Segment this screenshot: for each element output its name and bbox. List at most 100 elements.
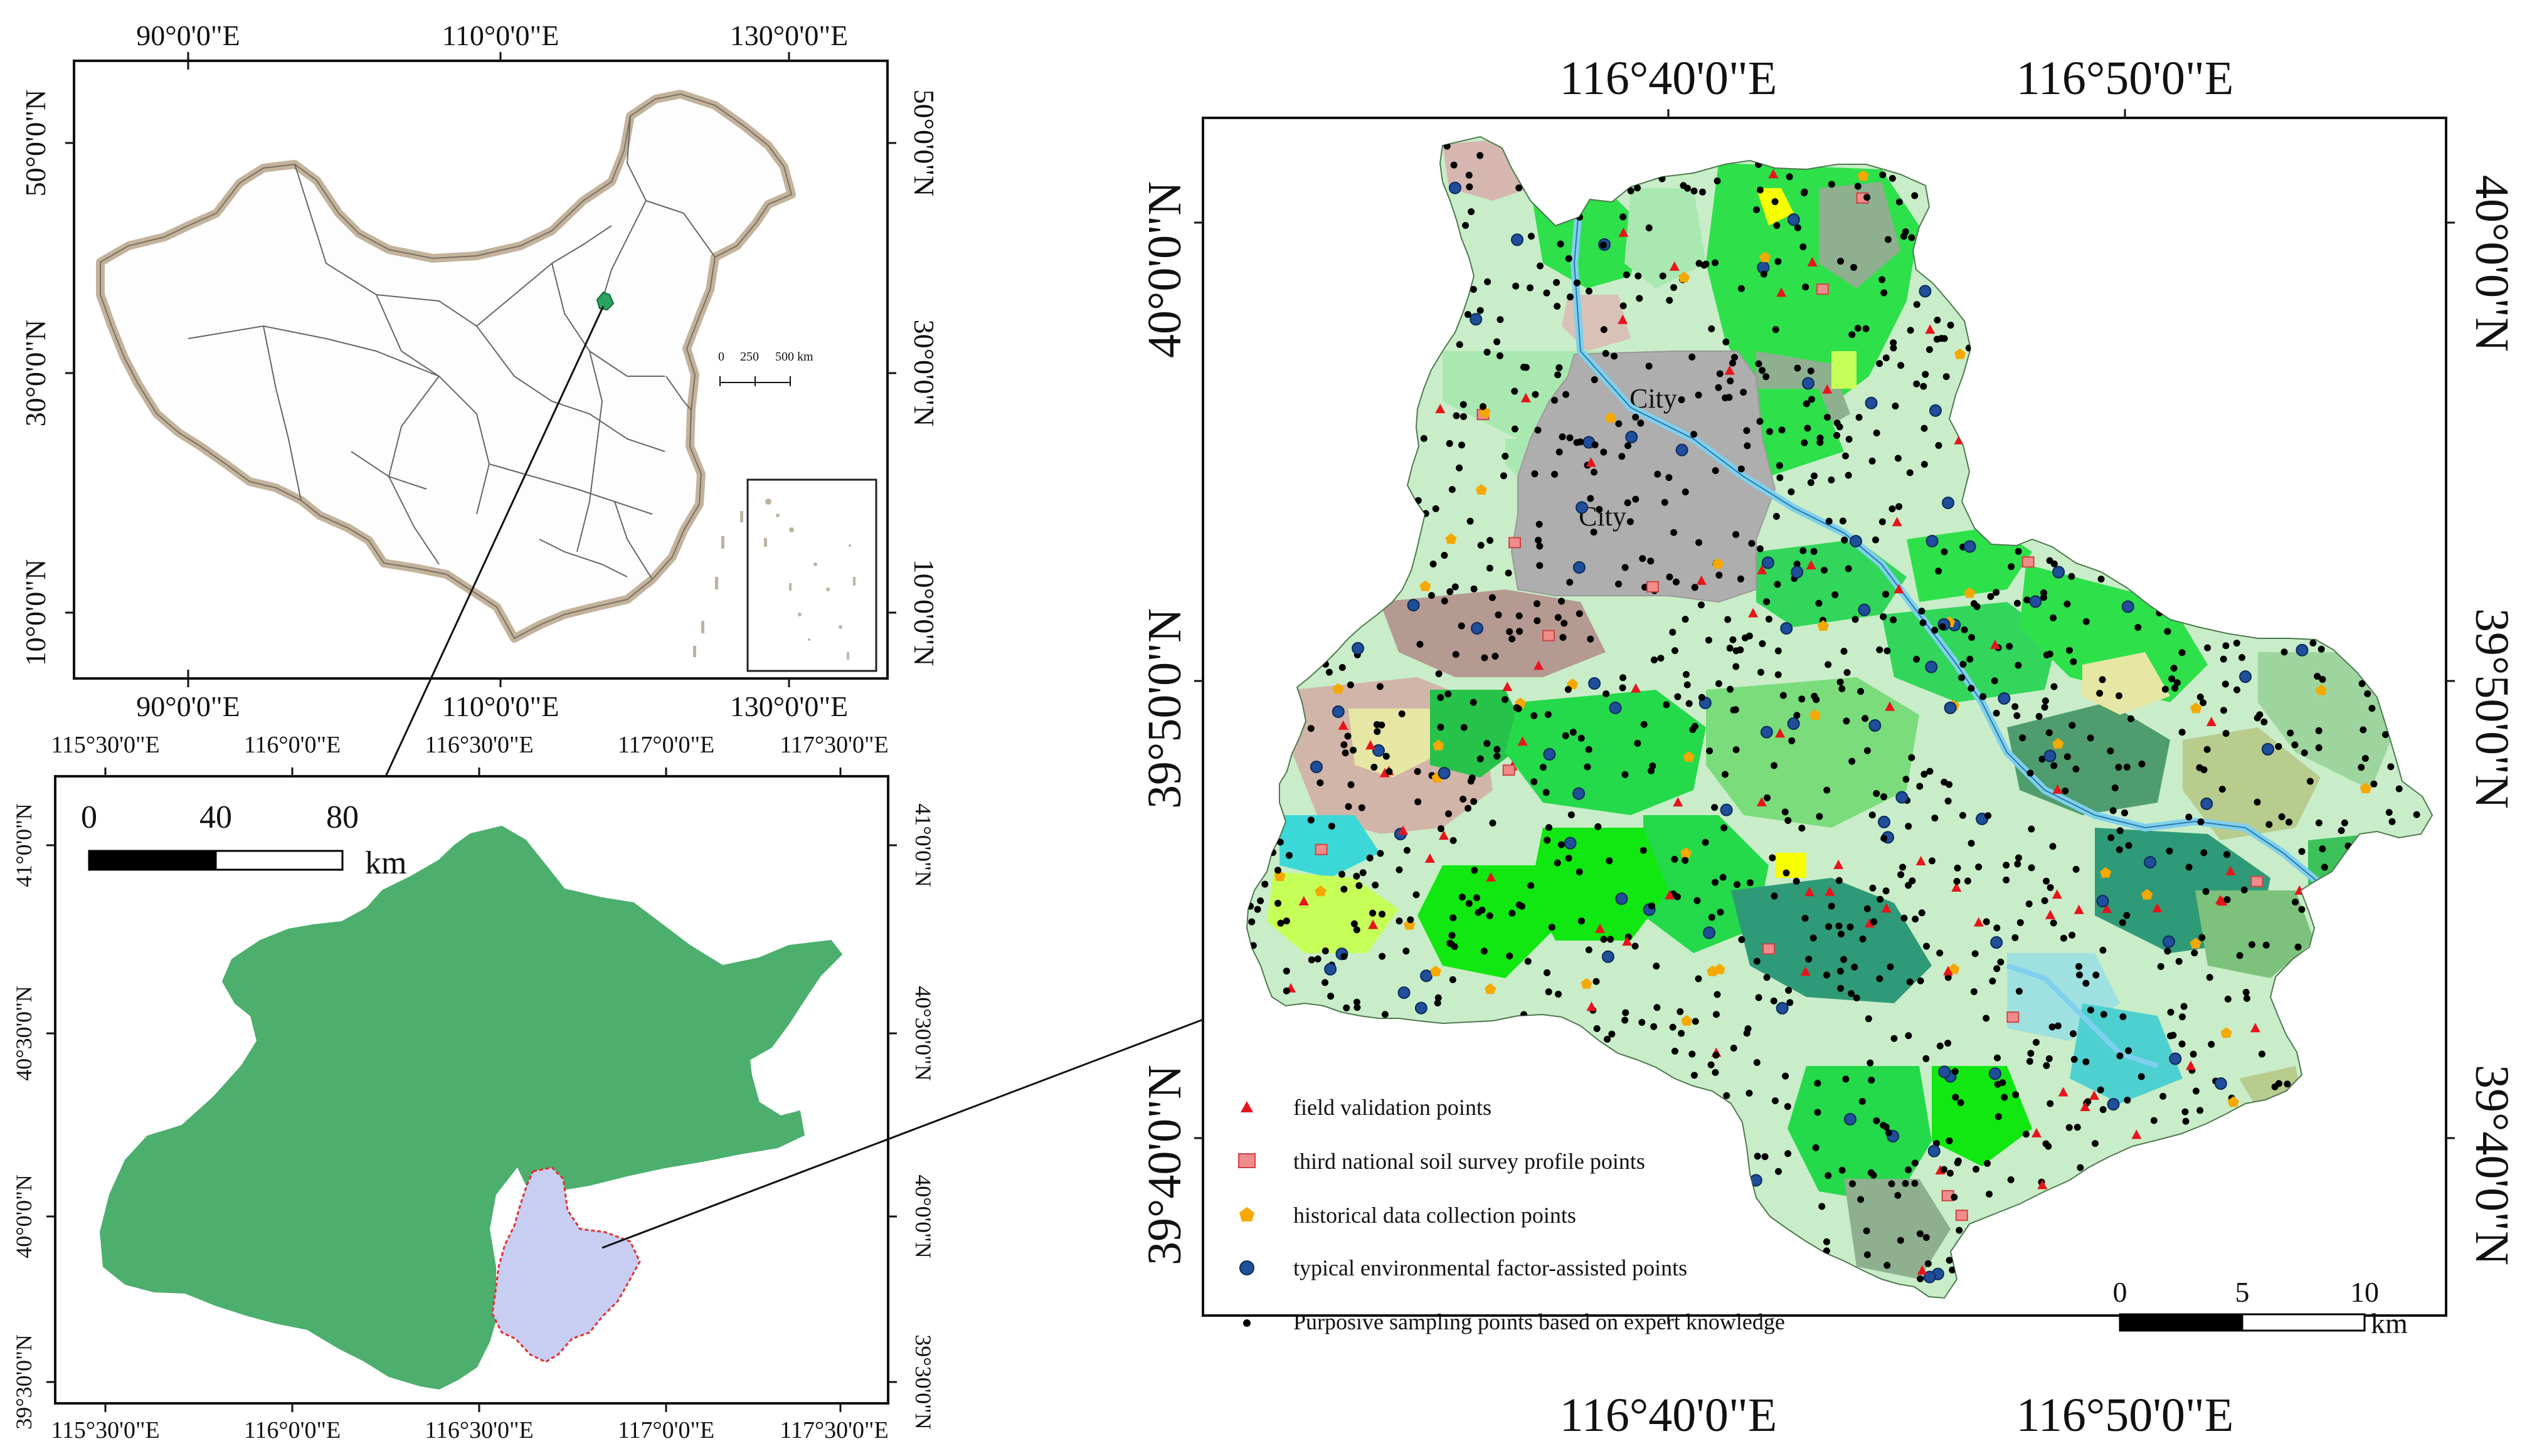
field-validation-point bbox=[2089, 1090, 2099, 1100]
purposive-sampling-point bbox=[1593, 1025, 1601, 1032]
bj-left-lat-40: 40°0'0"N bbox=[11, 1174, 36, 1258]
purposive-sampling-point bbox=[1895, 503, 1903, 510]
historical-data-point bbox=[1678, 272, 1690, 283]
purposive-sampling-point bbox=[1682, 616, 1689, 623]
purposive-sampling-point bbox=[1484, 278, 1491, 285]
purposive-sampling-point bbox=[1536, 542, 1544, 550]
purposive-sampling-point bbox=[2169, 1031, 2177, 1039]
purposive-sampling-point bbox=[1771, 1097, 1779, 1104]
purposive-sampling-point bbox=[1740, 388, 1747, 396]
purposive-sampling-point bbox=[1274, 867, 1281, 874]
environmental-factor-point bbox=[1332, 705, 1345, 719]
purposive-sampling-point bbox=[1833, 431, 1841, 439]
field-validation-point bbox=[2225, 865, 2236, 875]
field-validation-point bbox=[1338, 720, 1348, 730]
bj-left-lat-39-30: 39°30'0"N bbox=[11, 1334, 36, 1430]
purposive-sampling-point bbox=[1964, 877, 1971, 885]
field-validation-point bbox=[1502, 682, 1513, 692]
historical-data-point bbox=[1430, 965, 1442, 976]
purposive-sampling-point bbox=[1328, 822, 1335, 830]
purposive-sampling-point bbox=[1308, 956, 1315, 964]
field-validation-point bbox=[1915, 856, 1926, 866]
purposive-sampling-point bbox=[2087, 734, 2094, 742]
connector-beijing-study bbox=[601, 1018, 1204, 1249]
purposive-sampling-point bbox=[2012, 1091, 2020, 1099]
purposive-sampling-point bbox=[1922, 1233, 1930, 1241]
purposive-sampling-point bbox=[2065, 1124, 2073, 1131]
purposive-sampling-point bbox=[1527, 882, 1535, 889]
purposive-sampling-point bbox=[2069, 1030, 2077, 1038]
purposive-sampling-point bbox=[1994, 1113, 2002, 1121]
purposive-sampling-point bbox=[1483, 349, 1491, 356]
purposive-sampling-point bbox=[1350, 920, 1358, 927]
purposive-sampling-point bbox=[1502, 452, 1509, 460]
purposive-sampling-point bbox=[1722, 338, 1730, 346]
field-validation-point bbox=[1618, 227, 1629, 237]
purposive-sampling-point bbox=[2286, 818, 2293, 826]
purposive-sampling-point bbox=[1470, 585, 1478, 593]
purposive-sampling-point bbox=[1816, 439, 1824, 446]
purposive-sampling-point bbox=[2280, 648, 2288, 656]
purposive-sampling-point bbox=[1715, 571, 1723, 579]
purposive-sampling-point bbox=[1784, 1150, 1792, 1158]
purposive-sampling-point bbox=[2385, 809, 2393, 816]
purposive-sampling-point bbox=[2196, 1107, 2204, 1114]
purposive-sampling-point bbox=[1719, 873, 1727, 881]
bj-bottom-lon-1: 115°30'0"E bbox=[51, 1417, 159, 1443]
purposive-sampling-point bbox=[1515, 612, 1523, 620]
bj-right-lat-39-30: 39°30'0"N bbox=[911, 1334, 936, 1430]
purposive-sampling-point bbox=[1466, 183, 1473, 191]
purposive-sampling-point bbox=[1848, 990, 1855, 998]
purposive-sampling-point bbox=[1801, 914, 1809, 922]
purposive-sampling-point bbox=[2191, 949, 2198, 957]
purposive-sampling-point bbox=[1508, 635, 1516, 643]
purposive-sampling-point bbox=[1873, 429, 1880, 436]
purposive-sampling-point bbox=[1940, 1166, 1947, 1173]
purposive-sampling-point bbox=[2138, 760, 2146, 768]
purposive-sampling-point bbox=[1506, 952, 1513, 960]
purposive-sampling-point bbox=[1511, 425, 1518, 433]
purposive-sampling-point bbox=[1837, 258, 1845, 265]
purposive-sampling-point bbox=[1807, 367, 1814, 375]
purposive-sampling-point bbox=[1534, 426, 1542, 434]
purposive-sampling-point bbox=[2065, 646, 2073, 654]
purposive-sampling-point bbox=[1460, 724, 1468, 731]
field-validation-point bbox=[1631, 683, 1641, 693]
purposive-sampling-point bbox=[2240, 886, 2248, 894]
purposive-sampling-point bbox=[1839, 517, 1846, 525]
purposive-sampling-point bbox=[1902, 1179, 1909, 1187]
purposive-sampling-point bbox=[2015, 988, 2023, 995]
purposive-sampling-point bbox=[1798, 825, 1806, 832]
purposive-sampling-point bbox=[2317, 645, 2325, 653]
historical-data-point bbox=[2100, 867, 2112, 878]
field-validation-point bbox=[2052, 784, 2063, 794]
purposive-sampling-point bbox=[1640, 720, 1648, 728]
purposive-sampling-point bbox=[1693, 897, 1701, 904]
environmental-factor-point bbox=[1858, 603, 1871, 616]
purposive-sampling-point bbox=[1984, 812, 1992, 820]
environmental-factor-point bbox=[2200, 797, 2213, 810]
purposive-sampling-point bbox=[1618, 453, 1626, 460]
purposive-sampling-point bbox=[2275, 742, 2282, 750]
historical-data-point bbox=[2190, 937, 2201, 949]
purposive-sampling-point bbox=[1465, 900, 1473, 907]
purposive-sampling-point bbox=[1838, 685, 1846, 692]
purposive-sampling-point bbox=[1402, 947, 1410, 955]
field-validation-point bbox=[1806, 560, 1816, 570]
purposive-sampling-point bbox=[2072, 865, 2080, 873]
historical-data-point bbox=[1809, 709, 1821, 720]
purposive-sampling-point bbox=[1355, 882, 1363, 889]
purposive-sampling-point bbox=[1816, 813, 1823, 820]
purposive-sampling-point bbox=[1722, 394, 1729, 402]
legend-label-environmental: typical environmental factor-assisted po… bbox=[1293, 1255, 1687, 1280]
purposive-sampling-point bbox=[1825, 661, 1832, 668]
environmental-factor-point bbox=[1780, 622, 1793, 635]
purposive-sampling-point bbox=[2206, 974, 2213, 981]
purposive-sampling-point bbox=[2388, 818, 2396, 825]
purposive-sampling-point bbox=[2275, 1080, 2282, 1087]
purposive-sampling-point bbox=[1678, 1030, 1685, 1037]
purposive-sampling-point bbox=[2043, 877, 2050, 885]
purposive-sampling-point bbox=[1381, 1011, 1389, 1018]
field-validation-point bbox=[1807, 256, 1818, 266]
field-validation-point bbox=[1622, 936, 1633, 946]
